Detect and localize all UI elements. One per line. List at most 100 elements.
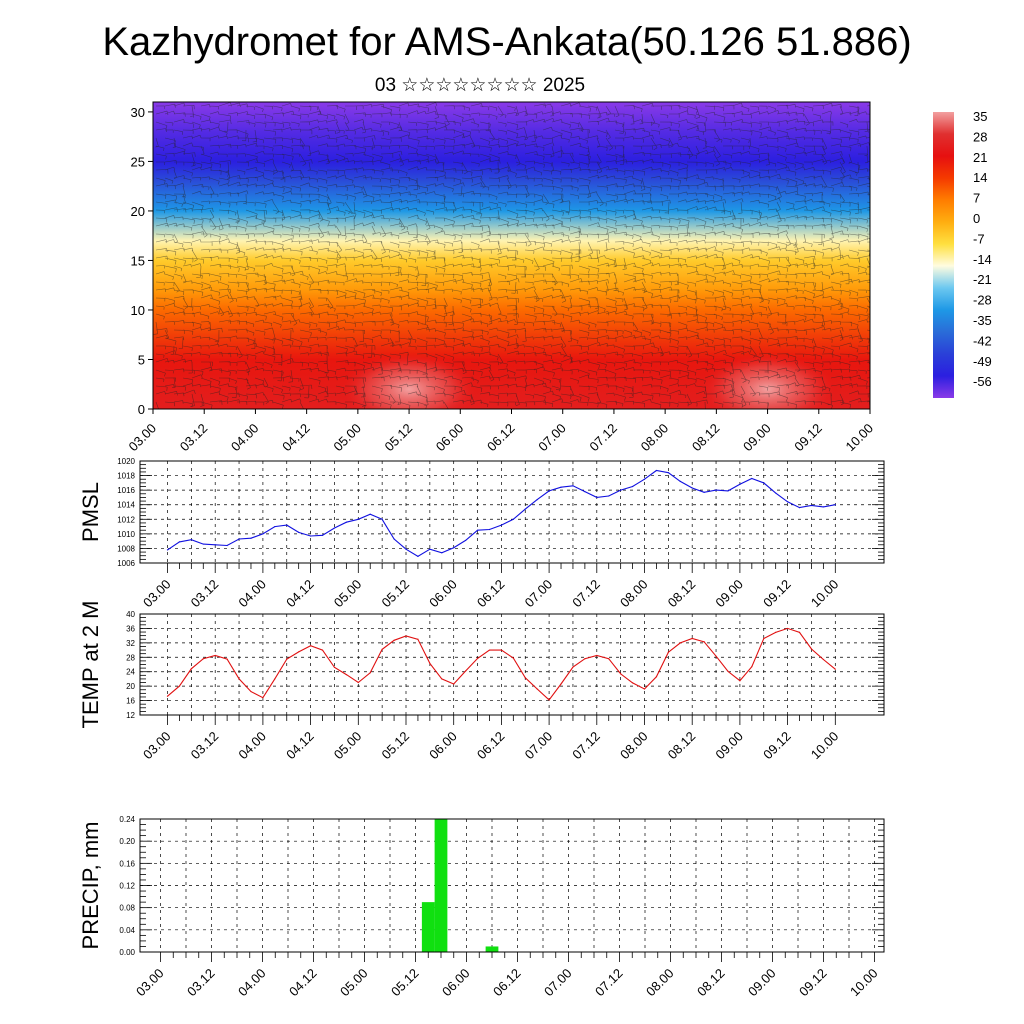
data-point xyxy=(417,555,419,558)
y-tick-label: 0.24 xyxy=(119,815,135,824)
data-point xyxy=(787,627,789,630)
grid xyxy=(140,614,884,715)
x-tick-label: 08.12 xyxy=(665,729,699,763)
data-point xyxy=(500,649,502,651)
y-tick-label: 1012 xyxy=(117,515,135,524)
x-tick-label: 03.00 xyxy=(140,577,174,611)
data-point xyxy=(596,654,598,657)
data-point xyxy=(274,678,276,680)
colorbar-label: 21 xyxy=(973,150,987,165)
data-point xyxy=(655,676,658,678)
data-point xyxy=(798,507,801,509)
data-point xyxy=(310,535,312,537)
x-tick-label: 03.00 xyxy=(126,421,160,455)
x-tick-label: 04.12 xyxy=(283,577,317,611)
data-point xyxy=(453,547,455,549)
data-point xyxy=(476,657,479,659)
data-point xyxy=(703,491,705,493)
data-point xyxy=(548,490,550,492)
warm-core xyxy=(339,351,480,409)
x-tick-label: 09.00 xyxy=(712,577,746,611)
x-tick-label: 10.00 xyxy=(808,577,842,611)
data-point xyxy=(691,487,693,489)
data-point xyxy=(190,668,192,670)
data-point xyxy=(357,681,359,684)
x-tick-label: 08.12 xyxy=(694,966,728,1000)
colorbar-label: 35 xyxy=(973,109,987,124)
x-tick-label: 07.00 xyxy=(522,577,556,611)
data-point xyxy=(536,688,538,690)
x-tick-label: 07.00 xyxy=(535,421,569,455)
data-point xyxy=(667,472,669,474)
data-point xyxy=(512,657,514,659)
data-point xyxy=(381,648,383,650)
data-point xyxy=(643,478,646,480)
data-point xyxy=(488,528,491,531)
colorbar-label: -28 xyxy=(973,293,992,308)
x-tick-label: 09.12 xyxy=(760,729,794,763)
y-tick-label: 1018 xyxy=(117,472,135,481)
pmsl-panel: 1006 1008 1010 1012 1014 1016 1018 1020 03.00 03.… xyxy=(78,457,885,611)
data-point xyxy=(739,483,741,485)
data-point xyxy=(310,645,312,647)
y-tick-label: 15 xyxy=(131,253,145,268)
data-point xyxy=(536,499,538,501)
x-tick-label: 04.00 xyxy=(235,966,269,1000)
plot-frame xyxy=(139,613,885,716)
data-point xyxy=(250,690,252,693)
x-tick-label: 04.00 xyxy=(235,729,269,763)
y-tick-label: 0.00 xyxy=(119,948,135,957)
data-point xyxy=(286,524,288,526)
x-tick-label: 05.12 xyxy=(388,966,422,1000)
data-point xyxy=(572,666,574,668)
data-point xyxy=(238,678,240,680)
data-point xyxy=(333,527,336,529)
y-tick-label: 36 xyxy=(126,624,135,633)
data-point xyxy=(262,533,264,535)
cross-section-panel: 0 5 10 15 20 25 30 03.00 03.12 04.00 04.12 05.00 05.… xyxy=(126,101,876,455)
y-tick-label: 1010 xyxy=(117,530,135,539)
data-point xyxy=(560,683,562,685)
y-tick-label: 30 xyxy=(131,105,145,120)
y-tick-label: 0.04 xyxy=(119,926,135,935)
x-tick-label: 08.00 xyxy=(643,966,677,1000)
data-point xyxy=(500,524,502,526)
data-point xyxy=(631,682,634,684)
colorbar-label: -42 xyxy=(973,333,992,348)
colorbar-label: -49 xyxy=(973,354,992,369)
x-tick-label: 08.12 xyxy=(665,577,699,611)
y-axis-label: PRECIP, mm xyxy=(78,822,103,950)
plot-frame xyxy=(139,460,885,564)
data-point xyxy=(298,651,300,653)
data-point xyxy=(763,482,765,484)
x-tick-label: 10.00 xyxy=(847,966,881,1000)
x-tick-label: 06.00 xyxy=(426,729,460,763)
data-point xyxy=(345,674,347,676)
data-point xyxy=(488,649,491,651)
x-tick-label: 05.00 xyxy=(331,577,365,611)
data-point xyxy=(441,678,443,680)
data-point xyxy=(250,537,252,539)
data-point xyxy=(357,518,359,520)
data-point xyxy=(429,662,431,665)
y-tick-label: 24 xyxy=(126,668,135,677)
data-point xyxy=(190,539,192,541)
x-tick-label: 03.00 xyxy=(133,966,167,1000)
data-point xyxy=(822,658,824,661)
data-point xyxy=(214,544,216,546)
x-tick-label: 06.12 xyxy=(474,577,508,611)
x-tick-label: 10.00 xyxy=(808,729,842,763)
data-point xyxy=(298,531,300,534)
data-point xyxy=(763,637,765,640)
data-point xyxy=(333,666,336,668)
data-point xyxy=(512,518,514,520)
minor-ticks xyxy=(140,460,884,573)
precip-bar xyxy=(434,819,448,952)
colorbar-label: -14 xyxy=(973,252,992,267)
data-point xyxy=(679,642,681,644)
x-tick-label: 09.12 xyxy=(791,421,825,455)
colorbar-label: 28 xyxy=(973,129,987,144)
data-point xyxy=(429,548,431,550)
y-tick-label: 0.08 xyxy=(119,904,135,913)
